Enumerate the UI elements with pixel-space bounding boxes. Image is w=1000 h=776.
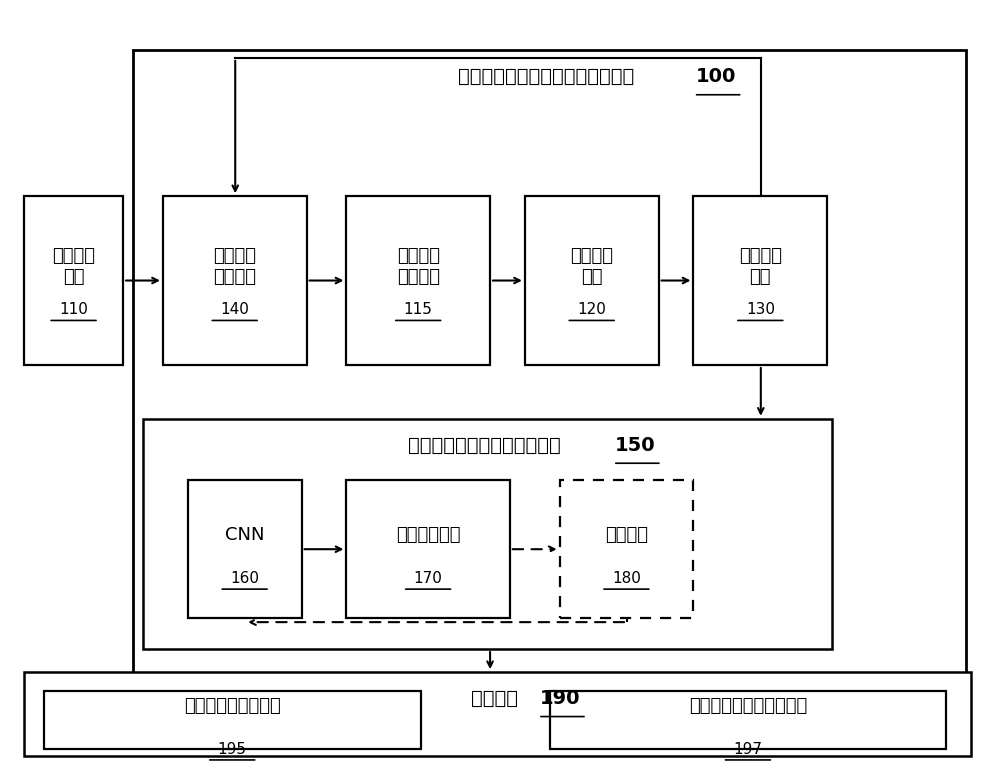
Text: 医学图像查看器应用: 医学图像查看器应用	[184, 697, 281, 715]
Text: 医学成像
设备: 医学成像 设备	[52, 248, 95, 286]
Text: 195: 195	[218, 742, 247, 757]
Text: 120: 120	[577, 302, 606, 317]
Text: 140: 140	[220, 302, 249, 317]
Text: 自动超声心动图测量结果提取系统: 自动超声心动图测量结果提取系统	[458, 67, 641, 86]
FancyBboxPatch shape	[346, 480, 510, 618]
FancyBboxPatch shape	[346, 196, 490, 365]
FancyBboxPatch shape	[24, 672, 971, 757]
FancyBboxPatch shape	[560, 480, 693, 618]
Text: 197: 197	[733, 742, 762, 757]
Text: 重新调节逻辑: 重新调节逻辑	[396, 526, 460, 545]
Text: 170: 170	[414, 571, 443, 586]
FancyBboxPatch shape	[163, 196, 307, 365]
FancyBboxPatch shape	[143, 419, 832, 649]
Text: 医学图像
存储系统: 医学图像 存储系统	[213, 248, 256, 286]
Text: 认知系统: 认知系统	[471, 689, 524, 708]
FancyBboxPatch shape	[24, 196, 123, 365]
Text: 180: 180	[612, 571, 641, 586]
FancyBboxPatch shape	[693, 196, 827, 365]
Text: 超声心动图测量结果提取组件: 超声心动图测量结果提取组件	[408, 435, 567, 455]
Text: 视点分类
组件: 视点分类 组件	[739, 248, 782, 286]
Text: 医学成像
研究数据: 医学成像 研究数据	[397, 248, 440, 286]
Text: 150: 150	[615, 435, 656, 455]
FancyBboxPatch shape	[525, 196, 659, 365]
Text: 110: 110	[59, 302, 88, 317]
Text: 130: 130	[746, 302, 775, 317]
FancyBboxPatch shape	[188, 480, 302, 618]
Text: 模式识别
组件: 模式识别 组件	[570, 248, 613, 286]
FancyBboxPatch shape	[133, 50, 966, 703]
Text: 160: 160	[230, 571, 259, 586]
Text: 训练逻辑: 训练逻辑	[605, 526, 648, 545]
Text: CNN: CNN	[225, 526, 264, 545]
FancyBboxPatch shape	[44, 691, 421, 749]
Text: 医学图像研究报告生成器: 医学图像研究报告生成器	[689, 697, 807, 715]
Text: 100: 100	[696, 67, 736, 86]
Text: 115: 115	[404, 302, 433, 317]
FancyBboxPatch shape	[550, 691, 946, 749]
Text: 190: 190	[540, 689, 581, 708]
